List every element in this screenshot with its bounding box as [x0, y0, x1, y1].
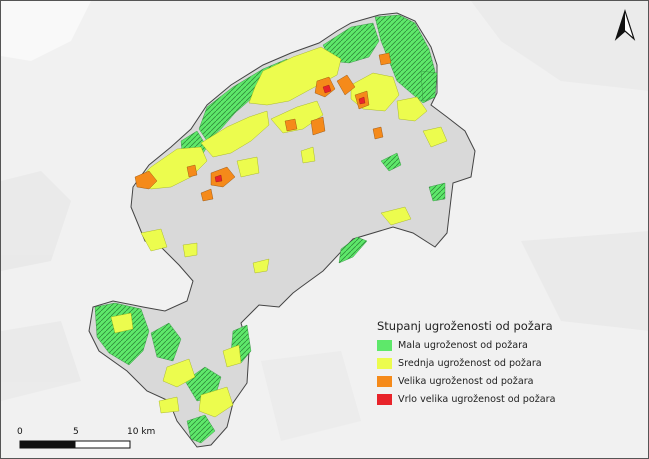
scale-label-5: 5: [73, 427, 79, 437]
hillshade-background: [1, 1, 648, 441]
legend-item-medium: Srednja ugroženost od požara: [377, 354, 557, 372]
zone-very-high-risk: [214, 84, 366, 183]
legend-label-very-high: Vrlo velika ugroženost od požara: [398, 393, 556, 405]
scale-bar-graphic: [19, 440, 131, 449]
zone-low-risk: [94, 14, 446, 444]
legend-label-low: Mala ugroženost od požara: [398, 339, 528, 351]
map-legend: Stupanj ugroženosti od požara Mala ugrož…: [377, 319, 557, 408]
zone-medium-risk: [110, 46, 448, 418]
legend-item-low: Mala ugroženost od požara: [377, 336, 557, 354]
legend-swatch-very-high: [377, 393, 392, 405]
legend-label-medium: Srednja ugroženost od požara: [398, 357, 542, 369]
legend-item-very-high: Vrlo velika ugroženost od požara: [377, 390, 557, 408]
legend-label-high: Velika ugroženost od požara: [398, 375, 534, 387]
legend-swatch-high: [377, 375, 392, 387]
legend-item-high: Velika ugroženost od požara: [377, 372, 557, 390]
zone-high-risk: [134, 52, 392, 202]
legend-swatch-low: [377, 339, 392, 351]
legend-title: Stupanj ugroženosti od požara: [377, 319, 553, 333]
scale-label-0: 0: [17, 427, 23, 437]
north-arrow-icon: [614, 9, 636, 41]
study-region: [88, 12, 476, 448]
scale-label-10: 10 km: [127, 427, 156, 437]
legend-swatch-medium: [377, 357, 392, 369]
